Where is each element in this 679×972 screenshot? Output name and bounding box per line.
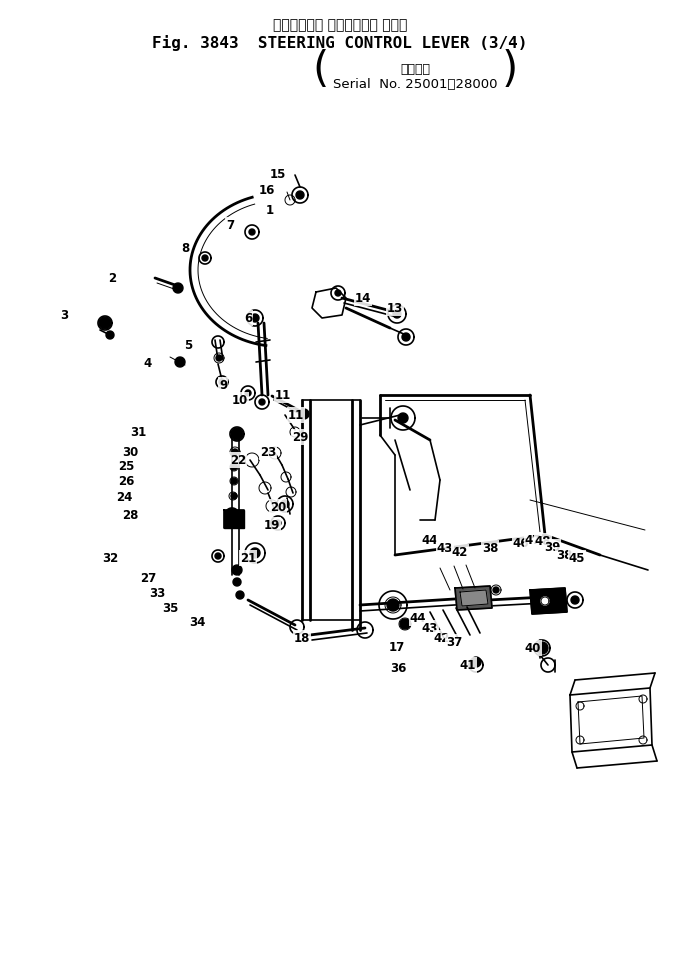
Text: 43: 43: [437, 541, 453, 554]
Text: 16: 16: [259, 184, 275, 196]
Polygon shape: [224, 510, 244, 528]
Polygon shape: [530, 588, 567, 614]
Text: 1: 1: [266, 203, 274, 217]
Text: 29: 29: [292, 431, 308, 443]
Text: 35: 35: [162, 602, 178, 614]
Polygon shape: [106, 331, 114, 339]
Text: 30: 30: [122, 445, 138, 459]
Polygon shape: [215, 553, 221, 559]
Text: 8: 8: [181, 241, 189, 255]
Polygon shape: [541, 597, 549, 605]
Text: 32: 32: [102, 551, 118, 565]
Text: 24: 24: [116, 491, 132, 503]
Text: 22: 22: [230, 454, 246, 467]
Text: 44: 44: [409, 611, 426, 624]
Polygon shape: [281, 500, 289, 508]
Polygon shape: [536, 642, 548, 654]
Text: 18: 18: [294, 632, 310, 644]
Polygon shape: [216, 355, 222, 361]
Text: 42: 42: [434, 632, 450, 644]
Polygon shape: [393, 310, 401, 318]
Polygon shape: [402, 333, 410, 341]
Text: 27: 27: [140, 572, 156, 584]
Polygon shape: [571, 596, 579, 604]
Text: 25: 25: [118, 460, 134, 472]
Text: 47: 47: [525, 534, 541, 546]
Text: 48: 48: [535, 535, 551, 547]
Text: 20: 20: [270, 501, 286, 513]
Polygon shape: [471, 657, 481, 667]
Polygon shape: [250, 548, 260, 558]
Polygon shape: [231, 493, 237, 499]
Text: 7: 7: [226, 219, 234, 231]
Text: 40: 40: [525, 642, 541, 654]
Text: 17: 17: [389, 641, 405, 653]
Text: 10: 10: [232, 394, 248, 406]
Polygon shape: [335, 290, 341, 296]
Polygon shape: [202, 255, 208, 261]
Polygon shape: [245, 390, 251, 396]
Text: 44: 44: [422, 534, 438, 546]
Text: 15: 15: [270, 168, 286, 182]
Polygon shape: [299, 409, 309, 419]
Polygon shape: [249, 229, 255, 235]
Polygon shape: [296, 191, 304, 199]
Text: 43: 43: [422, 621, 438, 635]
Text: 41: 41: [460, 658, 476, 672]
Polygon shape: [99, 317, 111, 329]
Polygon shape: [231, 464, 237, 470]
Polygon shape: [398, 413, 408, 423]
Text: Fig. 3843  STEERING CONTROL LEVER (3/4): Fig. 3843 STEERING CONTROL LEVER (3/4): [152, 35, 528, 51]
Text: 31: 31: [130, 426, 146, 438]
Text: 26: 26: [118, 474, 134, 488]
Text: ): ): [502, 49, 518, 91]
Text: 38: 38: [556, 548, 572, 562]
Polygon shape: [455, 586, 492, 610]
Text: 36: 36: [390, 662, 406, 675]
Polygon shape: [400, 619, 410, 629]
Text: 34: 34: [189, 615, 205, 629]
Text: 4: 4: [144, 357, 152, 369]
Polygon shape: [493, 587, 499, 593]
Polygon shape: [231, 428, 243, 440]
Text: 42: 42: [452, 545, 469, 559]
Text: 23: 23: [260, 445, 276, 459]
Polygon shape: [231, 478, 237, 484]
Text: ステアリング コントロール レバー: ステアリング コントロール レバー: [273, 18, 407, 32]
Polygon shape: [387, 599, 399, 611]
Polygon shape: [236, 591, 244, 599]
Text: 2: 2: [108, 271, 116, 285]
Text: 6: 6: [244, 311, 252, 325]
Text: 38: 38: [482, 541, 498, 554]
Polygon shape: [232, 565, 242, 575]
Text: 33: 33: [149, 586, 165, 600]
Polygon shape: [173, 283, 183, 293]
Polygon shape: [232, 449, 238, 455]
Text: 11: 11: [275, 389, 291, 401]
Text: 11: 11: [288, 408, 304, 422]
Polygon shape: [175, 357, 185, 367]
Text: 適用号機: 適用号機: [400, 63, 430, 76]
Polygon shape: [233, 578, 241, 586]
Polygon shape: [460, 590, 488, 606]
Polygon shape: [219, 379, 225, 385]
Text: 28: 28: [122, 508, 139, 522]
Text: 37: 37: [446, 636, 462, 648]
Polygon shape: [226, 509, 238, 521]
Text: 46: 46: [513, 537, 529, 549]
Polygon shape: [275, 520, 281, 526]
Text: 13: 13: [387, 301, 403, 315]
Text: 21: 21: [240, 551, 256, 565]
Polygon shape: [251, 314, 259, 322]
Text: 5: 5: [184, 338, 192, 352]
Text: 19: 19: [264, 518, 280, 532]
Text: 39: 39: [544, 540, 560, 553]
Text: Serial  No. 25001～28000: Serial No. 25001～28000: [333, 78, 497, 91]
Text: 14: 14: [355, 292, 371, 304]
Text: 3: 3: [60, 308, 68, 322]
Text: 9: 9: [219, 378, 227, 392]
Polygon shape: [259, 399, 265, 405]
Text: 45: 45: [569, 551, 585, 565]
Text: (: (: [312, 49, 328, 91]
